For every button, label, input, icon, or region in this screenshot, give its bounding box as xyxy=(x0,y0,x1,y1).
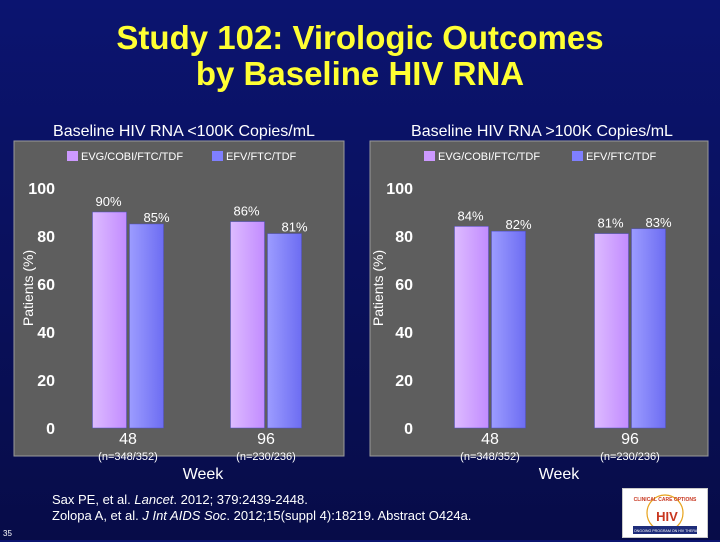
reference-2: Zolopa A, et al. J Int AIDS Soc. 2012;15… xyxy=(52,508,471,524)
legend-label-2-2: EFV/FTC/TDF xyxy=(586,151,657,163)
logo-bottom-text: AN ONGOING PROGRAM ON HIV THERAPY xyxy=(628,529,703,533)
slide-title-line2: by Baseline HIV RNA xyxy=(195,55,525,92)
x-note-1-2: (n=230/236) xyxy=(236,451,296,463)
references: Sax PE, et al. Lancet. 2012; 379:2439-24… xyxy=(52,492,471,524)
x-tick-2-1: 48 xyxy=(481,431,499,448)
clinical-care-options-logo: CLINICAL CARE OPTIONS HIV AN ONGOING PRO… xyxy=(622,488,708,538)
reference-1-authors: Sax PE, et al. xyxy=(52,492,135,507)
x-tick-2-2: 96 xyxy=(621,431,639,448)
reference-2-authors: Zolopa A, et al. xyxy=(52,508,143,523)
bar-label-1-2-2: 81% xyxy=(281,220,307,235)
slide-title: Study 102: Virologic Outcomes by Baselin… xyxy=(0,20,720,92)
legend-label-1-2: EFV/FTC/TDF xyxy=(226,151,297,163)
bar-2-2-2 xyxy=(631,228,666,429)
bar-label-2-2-2: 83% xyxy=(645,215,671,230)
reference-2-details: . 2012;15(suppl 4):18219. Abstract O424a… xyxy=(226,508,472,523)
legend-swatch-2-1 xyxy=(424,151,435,161)
bar-2-2-1 xyxy=(594,233,629,429)
x-axis-label-1: Week xyxy=(183,466,225,483)
x-tick-1-2: 96 xyxy=(257,431,275,448)
reference-1-details: . 2012; 379:2439-2448. xyxy=(173,492,308,507)
bar-2-1-2 xyxy=(491,230,526,429)
bar-1-2-1 xyxy=(230,221,265,429)
y-tick-2-60: 60 xyxy=(395,277,413,294)
bar-label-1-2-1: 86% xyxy=(233,204,259,219)
bar-label-2-2-1: 81% xyxy=(597,216,623,231)
legend-label-1-1: EVG/COBI/FTC/TDF xyxy=(81,151,183,163)
y-tick-2-20: 20 xyxy=(395,373,413,390)
x-axis-label-2: Week xyxy=(539,466,581,483)
x-note-1-1: (n=348/352) xyxy=(98,451,158,463)
y-tick-1-100: 100 xyxy=(28,181,55,198)
reference-1: Sax PE, et al. Lancet. 2012; 379:2439-24… xyxy=(52,492,471,508)
y-tick-1-60: 60 xyxy=(37,277,55,294)
bar-2-1-1 xyxy=(454,226,489,429)
y-tick-1-40: 40 xyxy=(37,325,55,342)
reference-1-journal: Lancet xyxy=(134,492,174,507)
bar-label-2-1-1: 84% xyxy=(457,208,483,223)
bar-label-2-1-2: 82% xyxy=(505,217,531,232)
y-tick-1-20: 20 xyxy=(37,373,55,390)
reference-2-journal: J Int AIDS Soc xyxy=(142,508,227,523)
logo-top-text: CLINICAL CARE OPTIONS xyxy=(634,497,697,503)
y-axis-label-1: Patients (%) xyxy=(20,250,36,326)
y-tick-2-0: 0 xyxy=(404,421,413,438)
y-tick-1-0: 0 xyxy=(46,421,55,438)
legend-swatch-2-2 xyxy=(572,151,583,161)
bar-1-1-2 xyxy=(129,223,164,429)
y-tick-2-40: 40 xyxy=(395,325,413,342)
bar-1-1-1 xyxy=(92,211,127,429)
legend-label-2-1: EVG/COBI/FTC/TDF xyxy=(438,151,540,163)
y-tick-1-80: 80 xyxy=(37,229,55,246)
slide-title-line1: Study 102: Virologic Outcomes xyxy=(116,19,604,56)
y-tick-2-80: 80 xyxy=(395,229,413,246)
chart-1-title: Baseline HIV RNA <100K Copies/mL xyxy=(53,123,315,140)
chart-2-title: Baseline HIV RNA >100K Copies/mL xyxy=(411,123,673,140)
page-number: 35 xyxy=(3,529,12,538)
y-axis-label-2: Patients (%) xyxy=(370,250,386,326)
legend-swatch-1-1 xyxy=(67,151,78,161)
logo-brand-text: HIV xyxy=(656,509,678,524)
x-tick-1-1: 48 xyxy=(119,431,137,448)
logo-graphic: CLINICAL CARE OPTIONS HIV AN ONGOING PRO… xyxy=(628,494,703,534)
legend-swatch-1-2 xyxy=(212,151,223,161)
x-note-2-2: (n=230/236) xyxy=(600,451,660,463)
bar-1-2-2 xyxy=(267,233,302,429)
y-tick-2-100: 100 xyxy=(386,181,413,198)
bar-label-1-1-1: 90% xyxy=(95,194,121,209)
x-note-2-1: (n=348/352) xyxy=(460,451,520,463)
bar-label-1-1-2: 85% xyxy=(143,210,169,225)
